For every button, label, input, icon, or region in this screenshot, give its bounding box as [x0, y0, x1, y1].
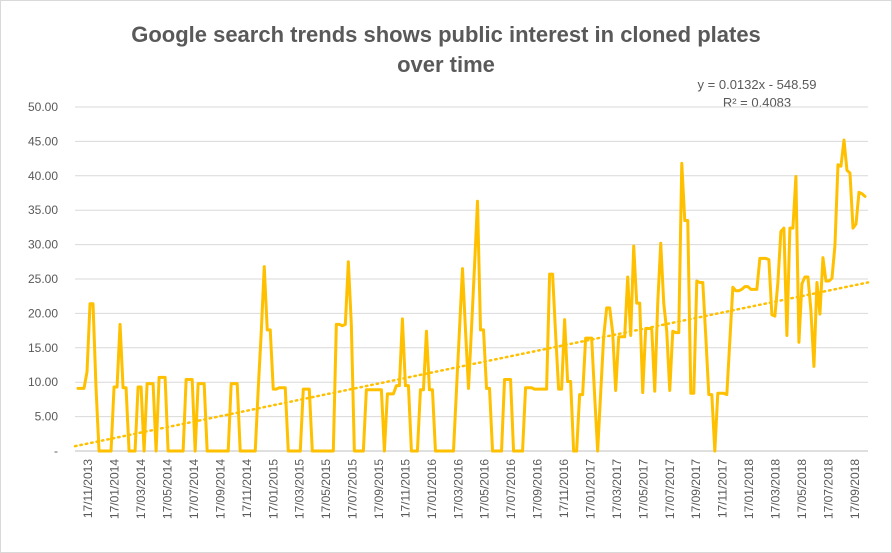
y-tick-label: 30.00 [28, 238, 58, 252]
x-tick-label: 17/05/2016 [478, 459, 492, 519]
x-tick-label: 17/07/2016 [504, 459, 518, 519]
x-tick-label: 17/01/2017 [583, 459, 597, 519]
x-tick-label: 17/11/2013 [81, 459, 95, 518]
x-tick-label: 17/07/2014 [187, 459, 201, 519]
trendline-equation-box: y = 0.0132x - 548.59 R² = 0.4083 [672, 76, 842, 112]
y-tick-label: 10.00 [28, 375, 58, 389]
x-tick-label: 17/03/2014 [134, 459, 148, 519]
x-tick-label: 17/01/2014 [108, 459, 122, 519]
x-tick-label: 17/11/2016 [557, 459, 571, 518]
y-tick-label: 40.00 [28, 169, 58, 183]
trendline-equation: y = 0.0132x - 548.59 [697, 77, 817, 92]
x-tick-label: 17/11/2015 [398, 459, 412, 518]
x-tick-label: 17/01/2015 [266, 459, 280, 519]
x-tick-label: 17/05/2014 [161, 459, 175, 519]
x-tick-label: 17/05/2015 [319, 459, 333, 519]
x-tick-label: 17/03/2016 [451, 459, 465, 519]
x-tick-label: 17/07/2017 [663, 459, 677, 519]
y-tick-label: 35.00 [28, 203, 58, 217]
chart-title: Google search trends shows public intere… [96, 20, 796, 80]
y-tick-label: 15.00 [28, 341, 58, 355]
x-tick-label: 17/09/2016 [531, 459, 545, 519]
x-tick-label: 17/09/2018 [848, 459, 862, 519]
y-tick-label: 45.00 [28, 134, 58, 148]
x-tick-label: 17/01/2016 [425, 459, 439, 519]
x-tick-label: 17/11/2014 [240, 459, 254, 518]
y-tick-label: 50.00 [28, 100, 58, 114]
gridlines [75, 106, 868, 418]
y-tick-label: 25.00 [28, 272, 58, 286]
x-tick-label: 17/09/2015 [372, 459, 386, 519]
series-layer [76, 138, 867, 453]
x-tick-label: 17/01/2018 [742, 459, 756, 519]
x-tick-label: 17/03/2017 [610, 459, 624, 519]
x-tick-label: 17/07/2018 [821, 459, 835, 519]
x-tick-label: 17/09/2014 [213, 459, 227, 519]
series-line [76, 138, 867, 453]
chart-title-line-1: Google search trends shows public intere… [131, 22, 761, 47]
x-tick-label: 17/03/2015 [293, 459, 307, 519]
y-tick-label: 20.00 [28, 306, 58, 320]
y-axis: - 5.00 10.00 15.00 20.00 25.00 30.00 35.00 40.00… [28, 100, 58, 458]
chart-title-line-2: over time [397, 52, 495, 77]
x-tick-label: 17/09/2017 [689, 459, 703, 519]
x-tick-label: 17/05/2017 [636, 459, 650, 519]
x-tick-label: 17/11/2017 [716, 459, 730, 518]
y-tick-label: - [54, 444, 58, 458]
x-tick-label: 17/07/2015 [346, 459, 360, 519]
y-tick-label: 5.00 [35, 410, 59, 424]
x-axis: 17/11/2013 17/01/2014 17/03/2014 17/05/2014… [75, 450, 868, 519]
x-tick-label: 17/05/2018 [795, 459, 809, 519]
x-tick-label: 17/03/2018 [768, 459, 782, 519]
trendline-r-squared: R² = 0.4083 [722, 95, 792, 110]
